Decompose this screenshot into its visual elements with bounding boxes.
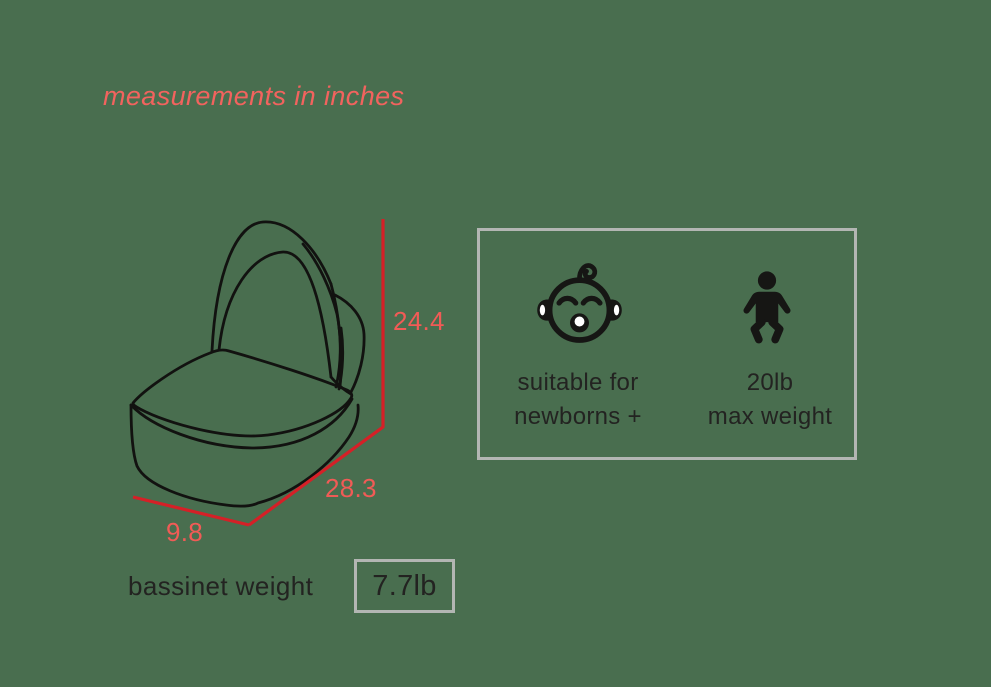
hood-front-arc <box>217 250 333 379</box>
newborn-suitability-line1: suitable for <box>517 369 639 396</box>
bassinet-weight-value: 7.7lb <box>372 569 437 602</box>
page-title: measurements in inches <box>103 81 405 111</box>
hood-fold-line-2 <box>301 242 342 389</box>
dimension-lines <box>132 219 385 527</box>
max-weight-line2: max weight <box>707 403 833 430</box>
hood-fold-line-3 <box>337 326 345 391</box>
hood-side-bulge <box>333 293 366 394</box>
basket-rim-opening <box>131 348 354 438</box>
newborn-suitability-line2: newborns + <box>514 403 642 430</box>
bassinet-weight-label: bassinet weight <box>128 571 314 601</box>
max-weight-text: 20lb max weight <box>675 366 865 434</box>
hood-outer-arc <box>210 220 333 353</box>
bassinet-dimension-drawing <box>129 219 385 527</box>
height-dimension-label: 24.4 <box>393 306 445 336</box>
width-dimension-label: 9.8 <box>166 517 204 547</box>
bassinet-weight-value-box: 7.7lb <box>354 559 455 613</box>
newborn-suitability-text: suitable for newborns + <box>483 366 673 434</box>
baby-body-icon <box>743 271 791 344</box>
bassinet-outline-drawing <box>129 220 366 508</box>
length-dimension-label: 28.3 <box>325 473 377 503</box>
baby-face-icon <box>537 263 622 343</box>
max-weight-line1: 20lb <box>746 369 794 396</box>
width-dimension-line <box>132 495 250 527</box>
height-and-length-dimension-line <box>248 219 385 527</box>
suitability-info-box: suitable for newborns + 20lb max weight <box>477 228 857 460</box>
basket-rim-front-edge <box>129 397 354 450</box>
basket-body <box>129 403 360 508</box>
